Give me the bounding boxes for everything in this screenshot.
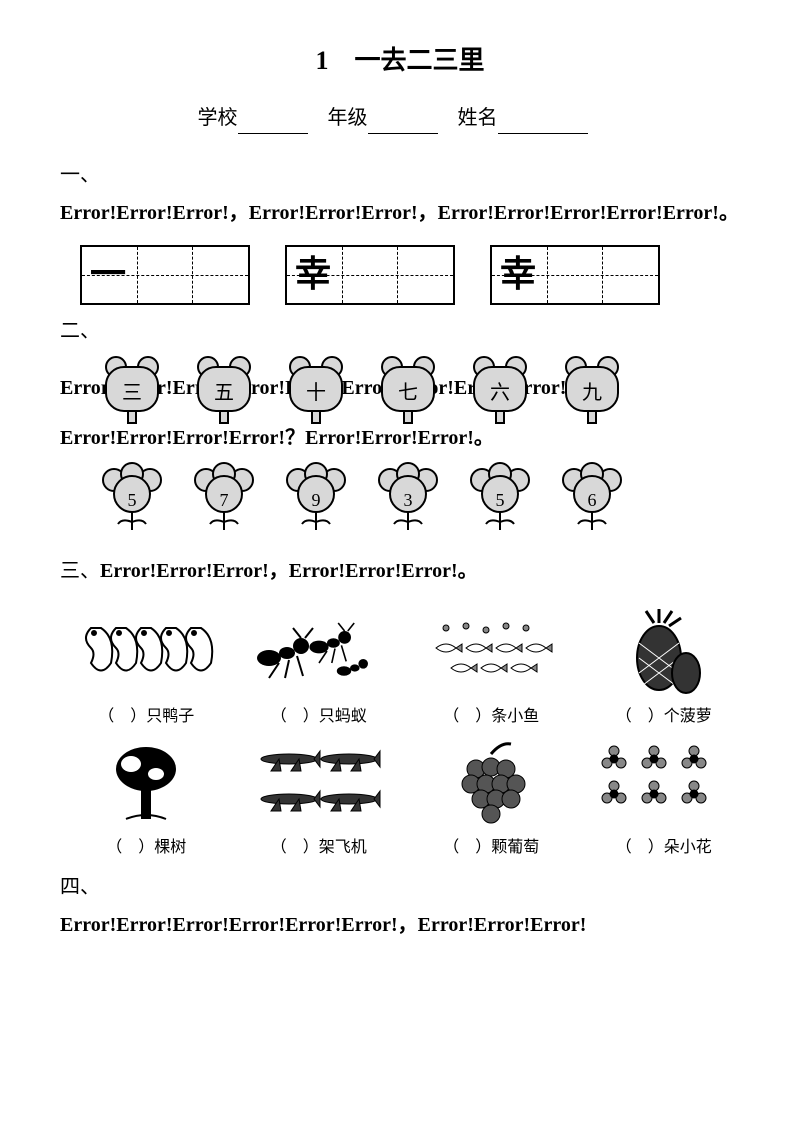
bear-badge: 七 [376,355,440,427]
section-1-label: 一、 [60,159,740,191]
count-item-flowers: （ ）朵小花 [588,739,741,861]
section-3-label: 三、Error!Error!Error!，Error!Error!Error!。 [60,549,740,593]
bear-label: 七 [376,377,440,409]
fish-icon [415,608,568,698]
flower-badge: 5 [100,462,164,534]
grid-char-3: 幸 [500,246,536,304]
count-item-planes: （ ）架飞机 [243,739,396,861]
flower-badge: 3 [376,462,440,534]
pineapple-icon [588,608,741,698]
pineapple-caption[interactable]: （ ）个菠萝 [588,704,741,730]
planes-icon [243,739,396,829]
planes-caption[interactable]: （ ）架飞机 [243,835,396,861]
bear-label: 三 [100,377,164,409]
tree-icon [70,739,223,829]
section-2-label: 二、 [60,315,740,347]
school-blank[interactable] [238,110,308,134]
grid-char-2: 幸 [295,246,331,304]
count-item-fish: （ ）条小鱼 [415,608,568,730]
count-grid: （ ）只鸭子 （ ）只蚂蚁 （ ）条小鱼 [70,608,740,861]
ants-icon [243,608,396,698]
flower-label: 7 [192,486,256,515]
bear-badge-row: Error!Error!Error!Error!Error!Error!Erro… [100,355,740,427]
grade-blank[interactable] [368,110,438,134]
bear-badge: 九 [560,355,624,427]
header-fields: 学校 年级 姓名 [60,102,740,134]
writing-grid-1[interactable]: 一 [80,245,250,305]
fish-caption[interactable]: （ ）条小鱼 [415,704,568,730]
flowers-icon [588,739,741,829]
grade-label: 年级 [328,107,368,129]
grid-char-1: 一 [90,246,126,304]
count-item-ducks: （ ）只鸭子 [70,608,223,730]
section-1-error: Error!Error!Error!，Error!Error!Error!，Er… [60,191,740,235]
writing-grid-2[interactable]: 幸 [285,245,455,305]
flower-badge: 7 [192,462,256,534]
count-item-grapes: （ ）颗葡萄 [415,739,568,861]
tree-caption[interactable]: （ ）棵树 [70,835,223,861]
bear-badge: 五 [192,355,256,427]
writing-grid-3[interactable]: 幸 [490,245,660,305]
section-4-error: Error!Error!Error!Error!Error!Error!，Err… [60,903,740,947]
bear-badge: 三 [100,355,164,427]
bear-badge: 十 [284,355,348,427]
grapes-icon [415,739,568,829]
flower-row: 5 7 9 3 5 6 [100,462,740,534]
section-4-label: 四、 [60,871,740,903]
count-item-pineapple: （ ）个菠萝 [588,608,741,730]
bear-label: 五 [192,377,256,409]
flower-label: 3 [376,486,440,515]
bear-label: 六 [468,377,532,409]
page-title: 1 一去二三里 [60,40,740,82]
section-3-num: 三、 [60,560,100,582]
ants-caption[interactable]: （ ）只蚂蚁 [243,704,396,730]
grapes-caption[interactable]: （ ）颗葡萄 [415,835,568,861]
name-blank[interactable] [498,110,588,134]
count-item-tree: （ ）棵树 [70,739,223,861]
flower-label: 6 [560,486,624,515]
section-3-error: Error!Error!Error!，Error!Error!Error!。 [100,560,478,582]
flower-badge: 5 [468,462,532,534]
flower-badge: 9 [284,462,348,534]
bear-badge: 六 [468,355,532,427]
flower-badge: 6 [560,462,624,534]
bear-label: 九 [560,377,624,409]
ducks-caption[interactable]: （ ）只鸭子 [70,704,223,730]
ducks-icon [70,608,223,698]
flower-label: 5 [100,486,164,515]
name-label: 姓名 [458,107,498,129]
flower-label: 5 [468,486,532,515]
count-item-ants: （ ）只蚂蚁 [243,608,396,730]
flowers-caption[interactable]: （ ）朵小花 [588,835,741,861]
flower-label: 9 [284,486,348,515]
bear-label: 十 [284,377,348,409]
school-label: 学校 [198,107,238,129]
writing-grid-row: 一 幸 幸 [80,245,740,305]
